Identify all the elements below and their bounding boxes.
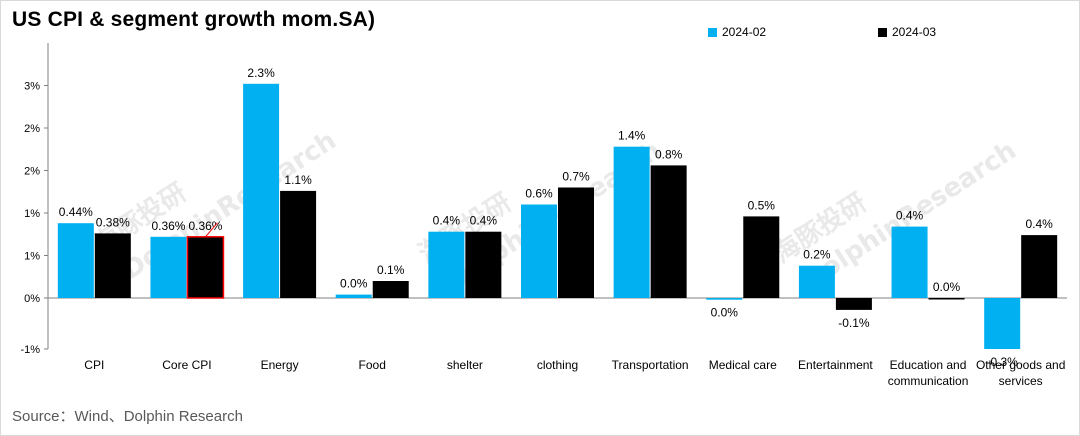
y-tick-label: 1% [24, 208, 40, 220]
data-label: 0.0% [933, 280, 961, 294]
bar-2024-02-7 [706, 298, 743, 300]
bar-2024-03-6 [650, 165, 687, 298]
bar-2024-02-0 [57, 223, 94, 298]
bar-2024-03-4 [465, 231, 502, 298]
x-tick-label: Education and [890, 358, 967, 372]
legend-label-2024-02: 2024-02 [722, 25, 767, 39]
y-tick-label: 1% [24, 251, 40, 263]
y-tick-label: 0% [24, 293, 40, 305]
data-label: 0.36% [188, 219, 222, 233]
y-tick-label: 2% [24, 123, 40, 135]
data-label: 1.4% [618, 129, 646, 143]
data-label: 0.5% [748, 198, 776, 212]
bar-2024-02-5 [521, 204, 557, 298]
data-label: 0.0% [340, 277, 368, 291]
bar-2024-02-3 [335, 294, 372, 298]
bar-2024-02-6 [613, 146, 650, 298]
x-tick-label: CPI [84, 358, 104, 372]
data-label: 0.6% [525, 187, 553, 201]
data-label: 0.36% [151, 219, 185, 233]
x-tick-label: Medical care [709, 358, 777, 372]
data-label: 0.0% [711, 306, 739, 320]
bar-2024-03-8 [835, 298, 872, 310]
data-label: -0.1% [838, 316, 870, 330]
x-tick-label: services [999, 374, 1043, 388]
data-label: 1.1% [284, 173, 312, 187]
legend-label-2024-03: 2024-03 [892, 25, 937, 39]
chart-title: US CPI & segment growth mom.SA) [12, 8, 376, 31]
bar-2024-03-3 [372, 281, 409, 298]
legend-swatch-2024-02 [708, 27, 717, 37]
bar-2024-03-10 [1021, 235, 1058, 298]
bar-2024-02-2 [243, 83, 280, 298]
data-label: 0.4% [1026, 217, 1054, 231]
x-tick-label: Transportation [612, 358, 689, 372]
x-tick-label: shelter [447, 358, 483, 372]
data-label: 0.4% [433, 214, 461, 228]
bar-2024-02-4 [428, 231, 465, 298]
bar-2024-03-2 [280, 190, 317, 298]
bar-2024-03-7 [743, 216, 780, 298]
legend-item-2024-03: 2024-03 [878, 25, 936, 39]
x-tick-label: Entertainment [798, 358, 873, 372]
source-note: Source：Wind、Dolphin Research [12, 408, 243, 425]
legend-swatch-2024-03 [878, 27, 887, 37]
bar-2024-02-10 [984, 298, 1021, 349]
data-label: 0.4% [896, 209, 924, 223]
bar-2024-03-0 [94, 233, 131, 298]
highlight-connector [205, 222, 218, 238]
data-label: 0.4% [470, 214, 498, 228]
y-tick-label: 2% [24, 166, 40, 178]
x-tick-label: Core CPI [162, 358, 211, 372]
bar-2024-03-1 [186, 236, 225, 299]
x-tick-label: Energy [261, 358, 299, 372]
data-label: 0.1% [377, 263, 405, 277]
x-tick-label: communication [888, 374, 969, 388]
bar-2024-02-1 [150, 236, 187, 298]
bar-2024-03-5 [558, 187, 594, 298]
data-label: 0.7% [562, 170, 590, 184]
x-tick-label: Food [359, 358, 386, 372]
bar-2024-02-8 [798, 265, 835, 298]
data-label: 0.38% [96, 215, 130, 229]
y-tick-label: -1% [20, 344, 40, 356]
data-label: 0.44% [59, 205, 93, 219]
bar-2024-03-9 [928, 298, 965, 300]
y-tick-label: 3% [24, 81, 40, 93]
data-label: 0.2% [803, 248, 831, 262]
data-label: -0.3% [987, 355, 1019, 369]
x-tick-label: clothing [537, 358, 578, 372]
data-label: 0.8% [655, 147, 683, 161]
bar-2024-02-9 [891, 226, 928, 298]
x-tick-label: Other goods and [976, 358, 1065, 372]
legend-item-2024-02: 2024-02 [708, 25, 766, 39]
data-label: 2.3% [247, 66, 275, 80]
